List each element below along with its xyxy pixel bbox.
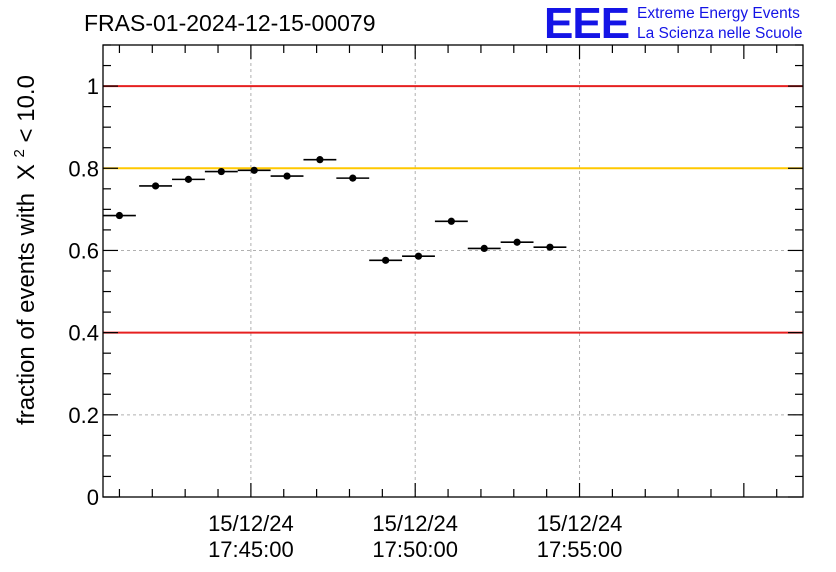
- data-point: [513, 238, 521, 246]
- data-point: [184, 175, 193, 183]
- data-point: [283, 172, 291, 180]
- axis-labels: 00.20.40.60.8115/12/2417:45:0015/12/2417…: [68, 74, 622, 562]
- y-axis-label-sup: 2: [11, 149, 28, 157]
- axis-ticks: [103, 44, 803, 498]
- y-tick-label: 1: [87, 74, 99, 99]
- data-point: [447, 217, 455, 225]
- data-point: [382, 256, 390, 264]
- y-tick-label: 0.6: [68, 238, 99, 263]
- x-tick-label-time: 17:55:00: [537, 537, 623, 562]
- x-tick-label-date: 15/12/24: [372, 511, 458, 536]
- data-point: [316, 156, 324, 164]
- data-point: [349, 174, 357, 182]
- data-point: [151, 182, 160, 190]
- data-point: [480, 244, 488, 252]
- x-tick-label-date: 15/12/24: [537, 511, 623, 536]
- data-point: [414, 252, 423, 260]
- logo-line-1: Extreme Energy Events: [637, 5, 800, 22]
- data-points: [103, 156, 567, 264]
- y-axis-label-tail: < 10.0: [13, 75, 40, 142]
- y-tick-label: 0.8: [68, 156, 99, 181]
- y-tick-label: 0.2: [68, 403, 99, 428]
- plot-frame: [102, 44, 804, 498]
- x-tick-label-time: 17:45:00: [208, 537, 294, 562]
- y-axis-label-text: fraction of events with: [13, 193, 40, 425]
- y-axis-label: fraction of events with X 2 < 10.0: [3, 75, 40, 425]
- x-tick-label-date: 15/12/24: [208, 511, 294, 536]
- data-point: [546, 243, 554, 251]
- data-point: [217, 167, 225, 176]
- reference-lines: [103, 85, 803, 334]
- x-tick-label-time: 17:50:00: [372, 537, 458, 562]
- logo-line-2: La Scienza nelle Scuole: [637, 25, 803, 42]
- data-point: [115, 211, 124, 220]
- y-axis-label-symbol: X: [13, 164, 40, 180]
- eee-logo-mark: EEE: [544, 0, 630, 48]
- y-tick-label: 0.4: [68, 321, 99, 346]
- eee-logo: EEE Extreme Energy Events La Scienza nel…: [540, 2, 830, 46]
- page-title: FRAS-01-2024-12-15-00079: [84, 10, 376, 36]
- data-point: [250, 166, 258, 174]
- y-tick-label: 0: [87, 485, 99, 510]
- grid-layer: [103, 45, 803, 497]
